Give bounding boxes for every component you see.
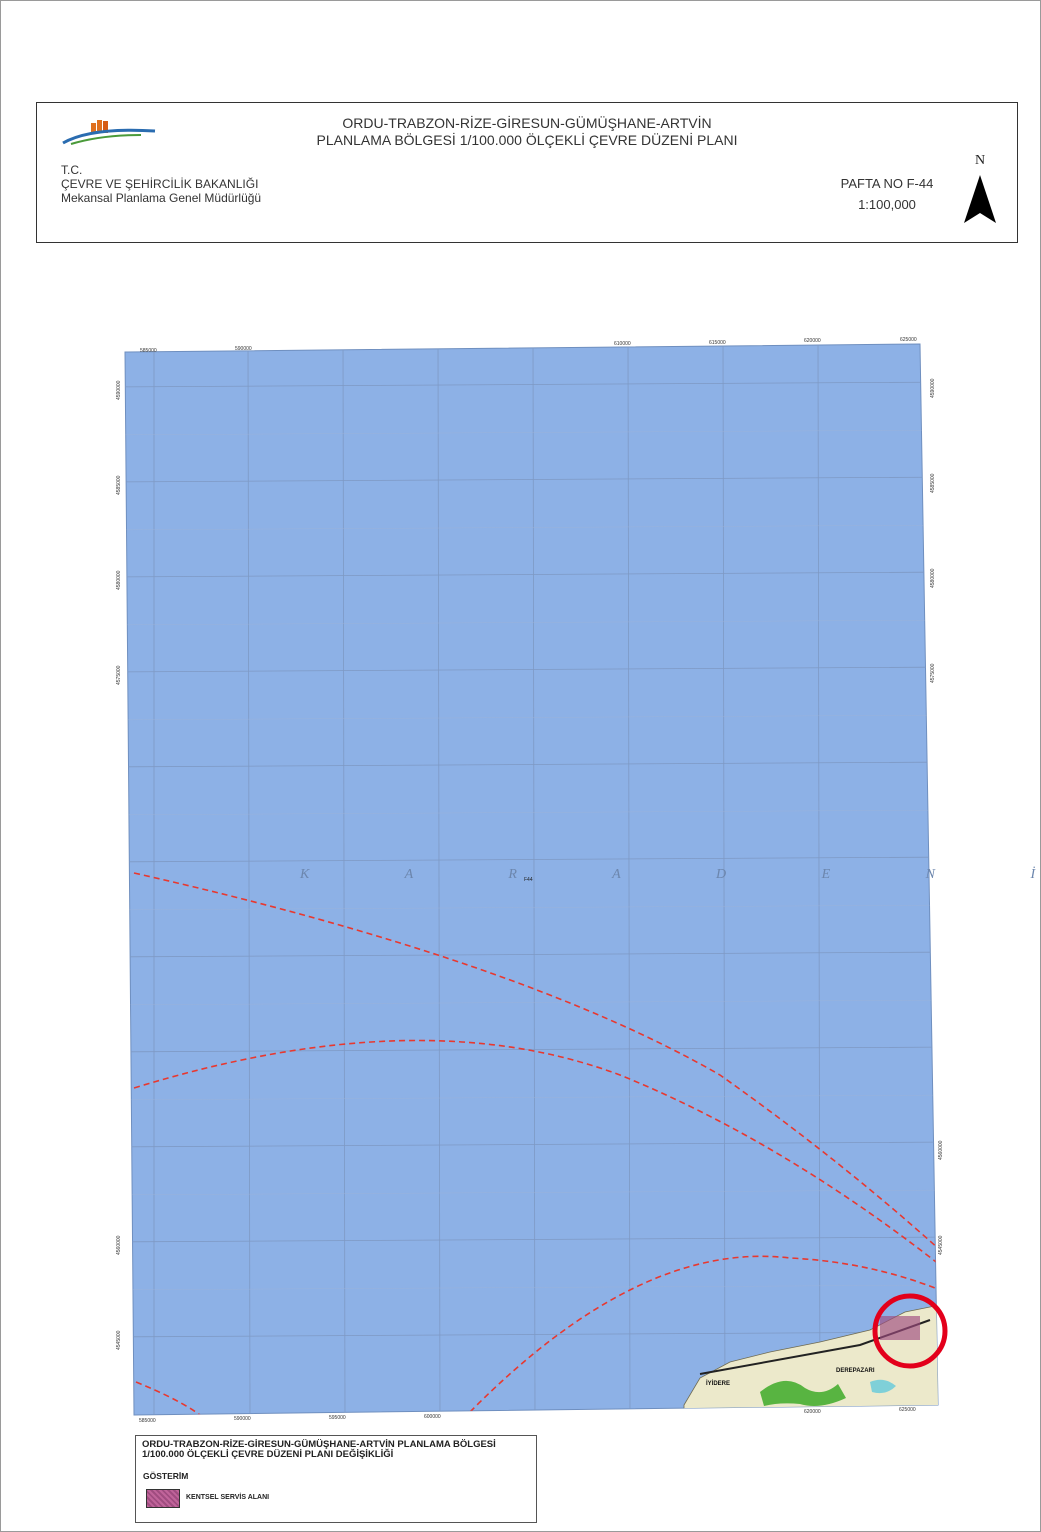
top-easting-labels: 585000 590000 610000 615000 620000 62500… <box>140 337 917 354</box>
legend-box: ORDU-TRABZON-RİZE-GİRESUN-GÜMÜŞHANE-ARTV… <box>135 1435 537 1523</box>
iyidere-label: İYİDERE <box>706 1380 730 1387</box>
right-northing-label: 4585000 <box>930 473 936 493</box>
legend-title-line1: ORDU-TRABZON-RİZE-GİRESUN-GÜMÜŞHANE-ARTV… <box>142 1439 496 1450</box>
coastal-boundary-lines <box>133 872 938 1415</box>
north-arrow: N <box>959 153 1001 225</box>
top-easting-label: 590000 <box>235 346 252 352</box>
bottom-easting-label: 625000 <box>899 1407 916 1413</box>
org-line-ministry: ÇEVRE VE ŞEHİRCİLİK BAKANLIĞI <box>61 177 259 191</box>
map-content <box>125 344 938 1415</box>
right-northing-label: 4545000 <box>938 1235 944 1255</box>
ministry-logo <box>62 120 156 145</box>
highlight-circle <box>872 1293 948 1369</box>
left-northing-label: 4575000 <box>116 665 122 685</box>
top-easting-label: 610000 <box>614 341 631 347</box>
left-northing-label: 4560000 <box>116 1235 122 1255</box>
left-northing-label: 4545000 <box>116 1330 122 1350</box>
left-northing-label: 4585000 <box>116 475 122 495</box>
right-northing-label: 4560000 <box>938 1140 944 1160</box>
lake-area <box>870 1379 896 1394</box>
org-line-directorate: Mekansal Planlama Genel Müdürlüğü <box>61 191 262 205</box>
sea-name-label: K A R A D E N İ Z <box>299 866 1041 882</box>
bottom-easting-label: 590000 <box>234 1416 251 1422</box>
left-northing-label: 4580000 <box>116 570 122 590</box>
right-northing-label: 4590000 <box>930 378 936 398</box>
organization-block: T.C. ÇEVRE VE ŞEHİRCİLİK BAKANLIĞI Mekan… <box>61 163 261 205</box>
left-northing-label: 4590000 <box>116 380 122 400</box>
bottom-easting-label: 620000 <box>804 1409 821 1415</box>
bottom-easting-label: 585000 <box>139 1418 156 1424</box>
map-scale: 1:100,000 <box>858 197 916 212</box>
kentsel-servis-swatch <box>146 1489 180 1508</box>
fine-grid <box>125 429 938 1291</box>
bottom-easting-labels: 585000 590000 595000 600000 620000 62500… <box>139 1407 916 1424</box>
right-northing-labels: 4590000 4585000 4580000 4575000 4560000 … <box>930 378 944 1255</box>
top-easting-label: 615000 <box>709 340 726 346</box>
top-easting-label: 620000 <box>804 338 821 344</box>
right-northing-label: 4580000 <box>930 568 936 588</box>
kentsel-servis-label: KENTSEL SERVİS ALANI <box>186 1494 270 1501</box>
legend-heading: GÖSTERİM <box>143 1471 189 1481</box>
north-label: N <box>974 153 986 168</box>
title-block: ORDU-TRABZON-RİZE-GİRESUN-GÜMÜŞHANE-ARTV… <box>36 102 1018 243</box>
sheet-info: PAFTA NO F-44 1:100,000 <box>817 173 957 215</box>
forest-area <box>760 1380 846 1406</box>
bottom-easting-label: 600000 <box>424 1414 441 1420</box>
top-easting-label: 585000 <box>140 348 157 354</box>
sheet-tag-label: F44 <box>524 877 533 883</box>
plan-title-line1: ORDU-TRABZON-RİZE-GİRESUN-GÜMÜŞHANE-ARTV… <box>342 115 712 131</box>
org-line-tc: T.C. <box>61 163 83 177</box>
right-northing-label: 4575000 <box>930 663 936 683</box>
derepazari-label: DEREPAZARI <box>836 1368 875 1374</box>
left-northing-labels: 4590000 4585000 4580000 4575000 4560000 … <box>116 380 122 1350</box>
legend-title-line2: 1/100.000 ÖLÇEKLİ ÇEVRE DÜZENİ PLANI DEĞ… <box>142 1449 394 1460</box>
legend-title: ORDU-TRABZON-RİZE-GİRESUN-GÜMÜŞHANE-ARTV… <box>142 1440 496 1460</box>
north-arrow-icon <box>964 175 996 223</box>
sheet-number: PAFTA NO F-44 <box>840 176 934 191</box>
plan-title-line2: PLANLAMA BÖLGESİ 1/100.000 ÖLÇEKLİ ÇEVRE… <box>316 132 738 148</box>
kentsel-servis-area <box>880 1316 920 1340</box>
bottom-easting-label: 595000 <box>329 1415 346 1421</box>
top-easting-label: 625000 <box>900 337 917 343</box>
coordinate-grid <box>125 344 938 1415</box>
